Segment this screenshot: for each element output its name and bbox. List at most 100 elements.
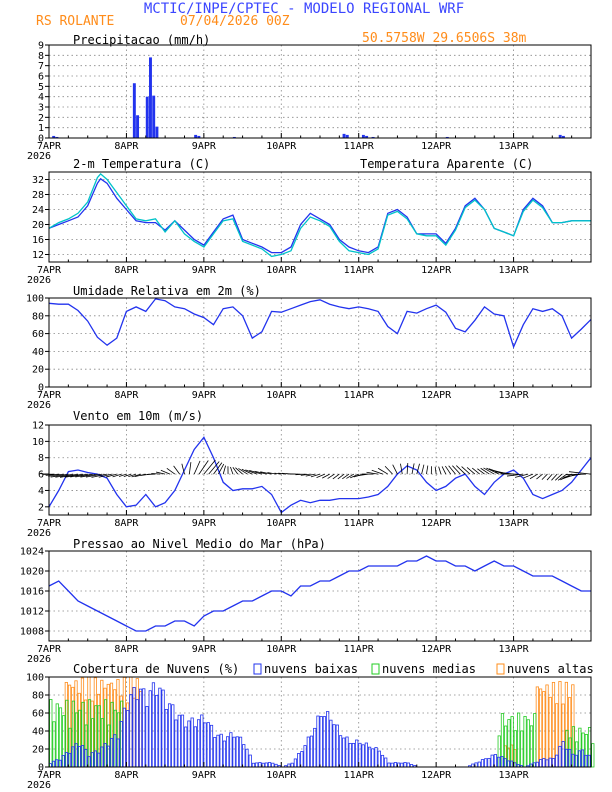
wind-vector <box>452 465 461 475</box>
wind-vector <box>198 460 209 475</box>
cloud-bar-low <box>577 750 581 768</box>
cloud-bar-low <box>326 711 330 768</box>
wind-vector <box>295 473 306 476</box>
wind-vector <box>546 473 553 481</box>
cloud-bar-low <box>229 732 233 768</box>
y-tick-label: 8 <box>38 453 44 464</box>
cloud-bar-low <box>90 752 94 768</box>
x-tick-label: 8APR <box>114 518 139 529</box>
cloud-bar-low <box>187 720 191 768</box>
cloud-bar-low <box>487 757 491 768</box>
precip-bar <box>52 135 56 138</box>
panel-frame <box>48 424 592 516</box>
wind-vector <box>267 472 277 475</box>
wind-vector <box>441 466 447 475</box>
cloud-bar-low <box>568 748 572 768</box>
cloud-bar-low <box>380 754 385 768</box>
cloud-bar-low <box>84 749 88 768</box>
cloud-bar-low <box>216 734 220 768</box>
wind-vector <box>342 473 350 480</box>
x-tick-label: 11APR <box>344 141 375 152</box>
cloud-bar-low <box>61 755 65 768</box>
cloud-bar-low <box>503 758 507 768</box>
y-tick-label: 24 <box>32 205 44 216</box>
wind-vector <box>337 473 345 480</box>
cloud-bar-low <box>351 742 356 768</box>
legend-apparent-temp: Temperatura Aparente (C) <box>360 157 533 171</box>
cloud-bar-low <box>548 757 552 768</box>
cloud-bar-low <box>248 754 252 768</box>
cloud-bar-low <box>138 688 143 768</box>
cloud-bar-low <box>116 738 120 768</box>
x-tick-label: 7APR <box>37 390 62 401</box>
cloud-bar-low <box>509 760 514 768</box>
x-year-label: 2026 <box>27 780 51 791</box>
precip-bar <box>445 136 449 138</box>
x-tick-label: 12APR <box>421 770 452 781</box>
wind-vector <box>166 467 176 475</box>
wind-vector <box>300 473 311 476</box>
x-year-label: 2026 <box>27 400 51 411</box>
cloud-bar-low <box>387 762 391 768</box>
y-tick-label: 16 <box>32 235 44 246</box>
x-tick-label: 10APR <box>266 141 297 152</box>
x-tick-label: 8APR <box>114 390 139 401</box>
wind-vector <box>131 473 142 478</box>
cloud-bar-low <box>309 735 314 768</box>
precip-bar <box>152 95 156 138</box>
wind-vector <box>230 466 234 475</box>
cloud-bar-low <box>132 687 136 768</box>
wind-vector <box>310 473 321 478</box>
x-tick-label: 13APR <box>499 644 530 655</box>
panel-title: Umidade Relativa em 2m (%) <box>73 284 261 298</box>
x-year-label: 2026 <box>27 275 51 286</box>
cloud-bar-low <box>364 742 368 768</box>
wind-vector <box>406 463 409 475</box>
x-tick-label: 10APR <box>266 518 297 529</box>
wind-vector <box>350 473 359 479</box>
y-tick-label: 0 <box>38 763 44 774</box>
wind-vector <box>377 467 388 475</box>
cloud-bar-low <box>126 710 130 768</box>
panel-frame <box>48 171 592 263</box>
wind-vector <box>85 473 103 478</box>
cloud-bar-low <box>209 724 214 768</box>
cloud-bar-low <box>348 742 352 768</box>
panel-pressure: 1008 1012 1016 1020 1024 7APR 8APR 9APR 10APR 11A… <box>20 537 592 665</box>
y-tick-label: 2 <box>38 502 44 513</box>
y-tick-label: 7 <box>38 61 44 72</box>
cloud-bar-low <box>403 762 407 768</box>
y-tick-label: 40 <box>32 347 44 358</box>
cloud-bar-low <box>74 743 78 768</box>
cloud-bar-low <box>193 726 197 768</box>
cloud-bar-low <box>497 756 501 768</box>
x-tick-label: 7APR <box>37 770 62 781</box>
cloud-bar-low <box>338 735 343 768</box>
cloud-bar-low <box>167 703 172 768</box>
cloud-bar-low <box>155 694 159 768</box>
cloud-bar-mid <box>507 719 511 768</box>
x-tick-label: 13APR <box>499 265 530 276</box>
cloud-bar-low <box>267 762 272 768</box>
cloud-bar-low <box>80 745 85 768</box>
y-tick-label: 0 <box>38 134 44 145</box>
cloud-bar-low <box>535 761 539 768</box>
y-tick-label: 28 <box>32 190 44 201</box>
cloud-bar-low <box>371 748 375 768</box>
x-tick-label: 8APR <box>114 770 139 781</box>
cloud-bar-low <box>222 740 227 768</box>
wind-vector <box>105 473 117 478</box>
wind-vector <box>448 465 456 475</box>
x-tick-label: 10APR <box>266 265 297 276</box>
y-tick-label: 6 <box>38 470 44 481</box>
cloud-bar-low <box>329 719 333 768</box>
cloud-bar-low <box>109 738 114 768</box>
cloud-bar-low <box>100 746 104 768</box>
cloud-bar-low <box>558 745 562 768</box>
y-tick-label: 12 <box>32 421 44 432</box>
y-tick-label: 100 <box>26 294 44 305</box>
legend-swatch <box>371 663 380 675</box>
y-tick-label: 3 <box>38 103 44 114</box>
wind-vector <box>346 473 355 479</box>
y-tick-label: 20 <box>32 745 44 756</box>
